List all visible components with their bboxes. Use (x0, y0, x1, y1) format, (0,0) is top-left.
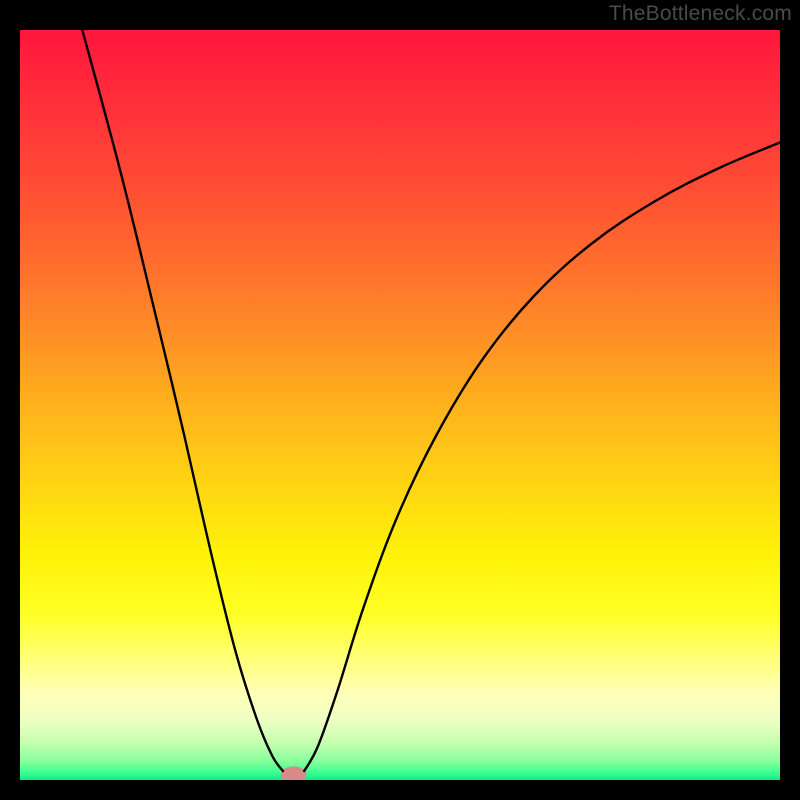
bottleneck-chart (20, 30, 780, 780)
watermark-text: TheBottleneck.com (609, 2, 792, 26)
chart-frame: TheBottleneck.com (0, 0, 800, 800)
plot-background (20, 30, 780, 780)
